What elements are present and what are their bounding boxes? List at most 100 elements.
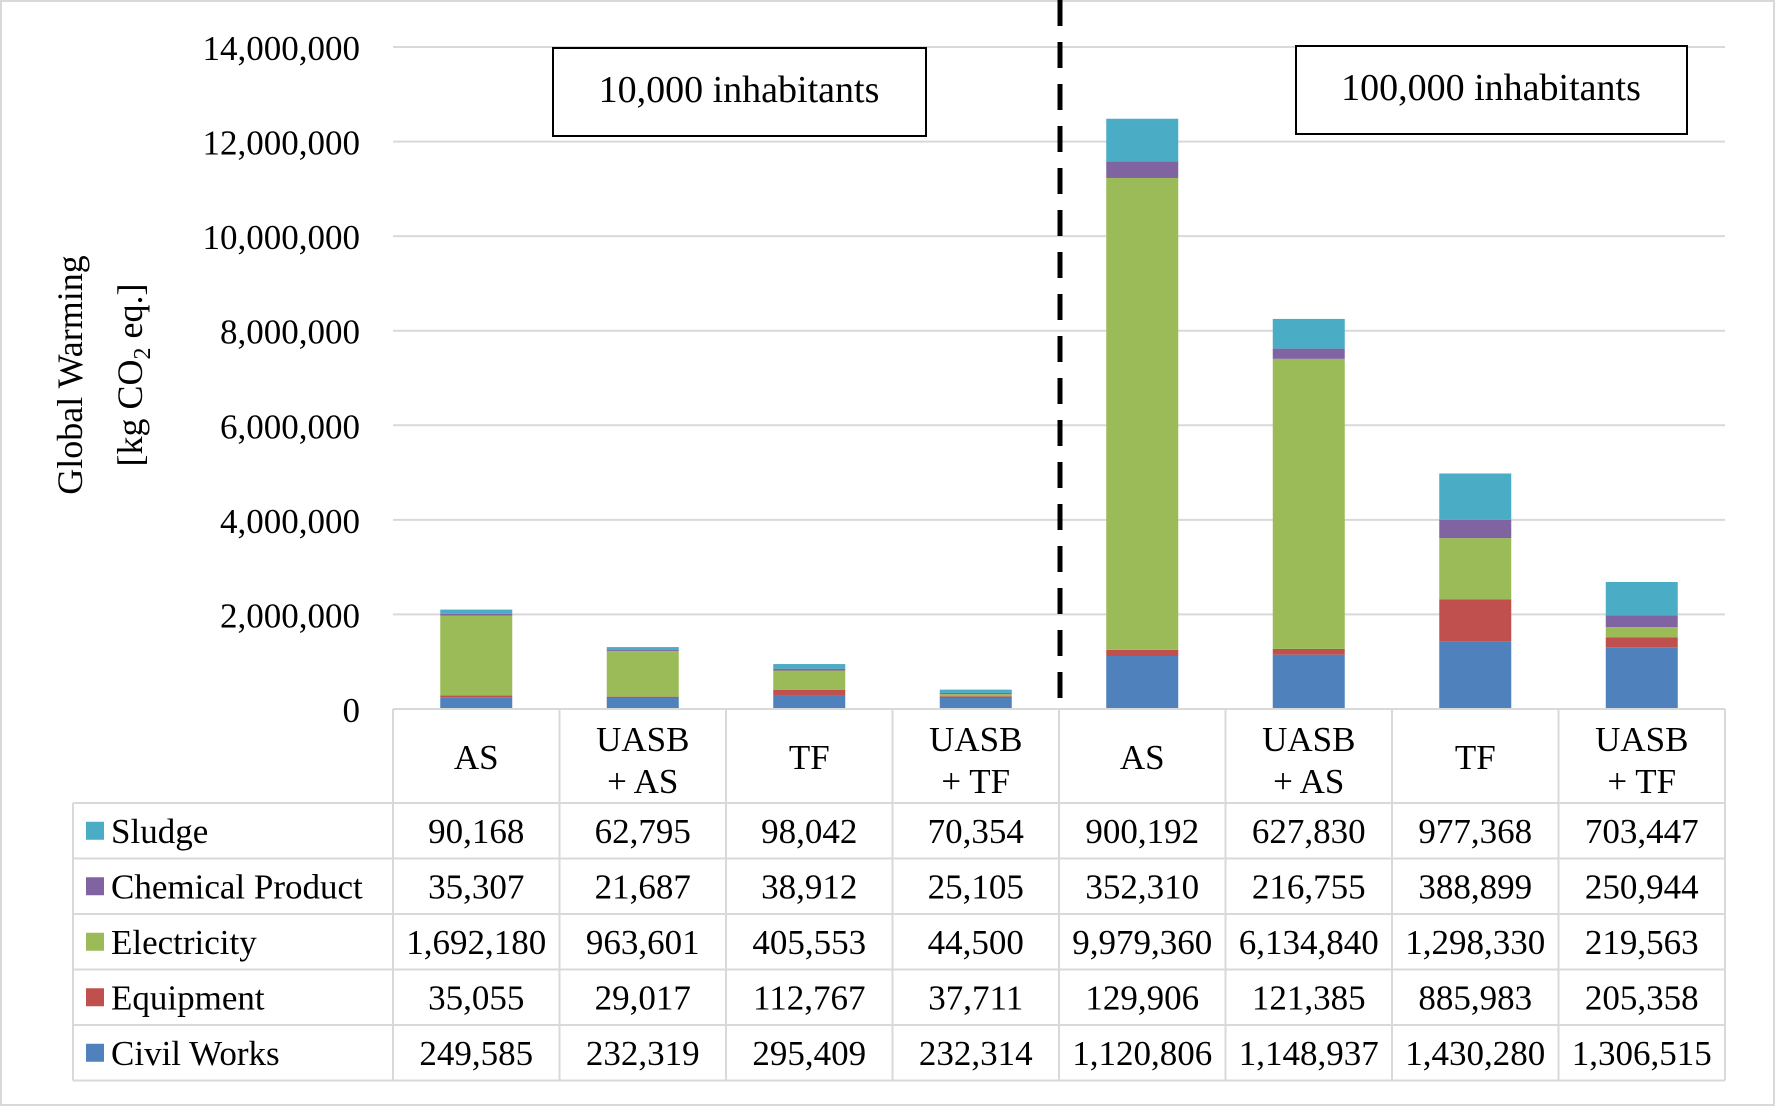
data-label: 205,358 <box>1585 978 1699 1017</box>
group-box-right <box>1295 45 1688 135</box>
category-label: + AS <box>1273 762 1344 801</box>
data-label: 112,767 <box>753 978 865 1017</box>
category-label: + TF <box>941 762 1010 801</box>
category-label: UASB <box>1595 720 1688 759</box>
y-axis-title-post: eq.] <box>110 284 150 348</box>
category-label: AS <box>454 738 499 777</box>
data-label: 98,042 <box>761 812 857 851</box>
data-label: 232,319 <box>586 1034 700 1073</box>
group-label-right: 100,000 inhabitants <box>1341 67 1641 109</box>
y-axis-title-sub: 2 <box>130 347 156 359</box>
category-label: + TF <box>1607 762 1676 801</box>
data-label: 62,795 <box>595 812 691 851</box>
data-label: 37,711 <box>928 978 1023 1017</box>
bar-chemical-product <box>1605 615 1678 628</box>
legend-key-sludge <box>86 821 104 840</box>
bar-equipment <box>939 696 1012 699</box>
bar-electricity <box>939 694 1012 697</box>
data-label: 38,912 <box>761 867 857 906</box>
legend-label: Sludge <box>111 812 208 851</box>
legend-key-civil-works <box>86 1043 104 1062</box>
y-tick-label: 12,000,000 <box>203 124 361 163</box>
bar-electricity <box>1439 538 1512 600</box>
data-label: 885,983 <box>1418 978 1532 1017</box>
category-label: TF <box>1455 738 1496 777</box>
bar-civil-works <box>606 698 679 709</box>
data-label: 388,899 <box>1418 867 1532 906</box>
group-label-left: 10,000 inhabitants <box>599 69 880 111</box>
bar-civil-works <box>773 695 846 709</box>
data-label: 1,430,280 <box>1405 1034 1545 1073</box>
data-label: 900,192 <box>1085 812 1199 851</box>
y-axis-title-line1: Global Warming <box>50 255 90 494</box>
y-tick-label: 4,000,000 <box>220 502 360 541</box>
bar-electricity <box>1106 177 1179 650</box>
bar-equipment <box>440 695 513 698</box>
bar-equipment <box>773 689 846 696</box>
bar-equipment <box>606 696 679 699</box>
bar-sludge <box>773 664 846 669</box>
legend-key-equipment <box>86 988 104 1007</box>
data-label: 29,017 <box>595 978 691 1017</box>
bar-chemical-product <box>773 668 846 671</box>
bar-civil-works <box>440 697 513 709</box>
category-label: UASB <box>929 720 1022 759</box>
data-label: 295,409 <box>752 1034 866 1073</box>
bar-electricity <box>606 651 679 697</box>
bar-civil-works <box>1439 641 1512 709</box>
data-label: 6,134,840 <box>1239 923 1379 962</box>
category-label: UASB <box>1262 720 1355 759</box>
data-label: 963,601 <box>586 923 700 962</box>
y-axis-ticks: 0 2,000,000 4,000,000 6,000,000 8,000,000 10,… <box>203 29 361 730</box>
bar-sludge <box>606 647 679 651</box>
y-tick-label: 6,000,000 <box>220 407 360 446</box>
data-label: 249,585 <box>419 1034 533 1073</box>
data-label: 1,298,330 <box>1405 923 1545 962</box>
y-tick-label: 14,000,000 <box>203 29 361 68</box>
data-label: 35,307 <box>428 867 524 906</box>
bar-chemical-product <box>1106 161 1179 178</box>
data-label: 1,120,806 <box>1072 1034 1212 1073</box>
data-label: 703,447 <box>1585 812 1699 851</box>
legend-key-electricity <box>86 932 104 951</box>
bar-sludge <box>1605 581 1678 616</box>
data-label: 129,906 <box>1085 978 1199 1017</box>
legend-label: Electricity <box>111 923 257 962</box>
bar-equipment <box>1605 637 1678 648</box>
legend-label: Chemical Product <box>111 867 363 906</box>
data-label: 25,105 <box>928 867 1024 906</box>
bar-electricity <box>1272 358 1345 649</box>
y-axis-title: Global Warming [kg CO2 eq.] <box>50 255 156 494</box>
data-label: 121,385 <box>1252 978 1366 1017</box>
bar-civil-works <box>1605 647 1678 709</box>
bar-electricity <box>1605 627 1678 638</box>
bar-equipment <box>1272 648 1345 655</box>
bar-chemical-product <box>939 692 1012 695</box>
data-label: 44,500 <box>928 923 1024 962</box>
y-tick-label: 2,000,000 <box>220 596 360 635</box>
category-label: TF <box>789 738 830 777</box>
y-axis-title-pre: [kg CO <box>110 359 150 466</box>
data-label: 1,148,937 <box>1239 1034 1379 1073</box>
data-label: 352,310 <box>1085 867 1199 906</box>
bar-chemical-product <box>1272 348 1345 359</box>
bar-civil-works <box>1106 656 1179 709</box>
data-label: 1,692,180 <box>406 923 546 962</box>
bar-electricity <box>440 615 513 696</box>
bar-equipment <box>1106 649 1179 657</box>
data-label: 35,055 <box>428 978 524 1017</box>
data-label: 977,368 <box>1418 812 1532 851</box>
y-tick-label: 10,000,000 <box>203 218 361 257</box>
data-label: 405,553 <box>752 923 866 962</box>
data-label: 9,979,360 <box>1072 923 1212 962</box>
legend-key-chemical-product <box>86 877 104 896</box>
data-label: 250,944 <box>1585 867 1699 906</box>
bar-sludge <box>1106 118 1179 162</box>
legend-label: Civil Works <box>111 1034 280 1073</box>
bar-chemical-product <box>606 650 679 652</box>
category-label: UASB <box>596 720 689 759</box>
data-label: 232,314 <box>919 1034 1033 1073</box>
